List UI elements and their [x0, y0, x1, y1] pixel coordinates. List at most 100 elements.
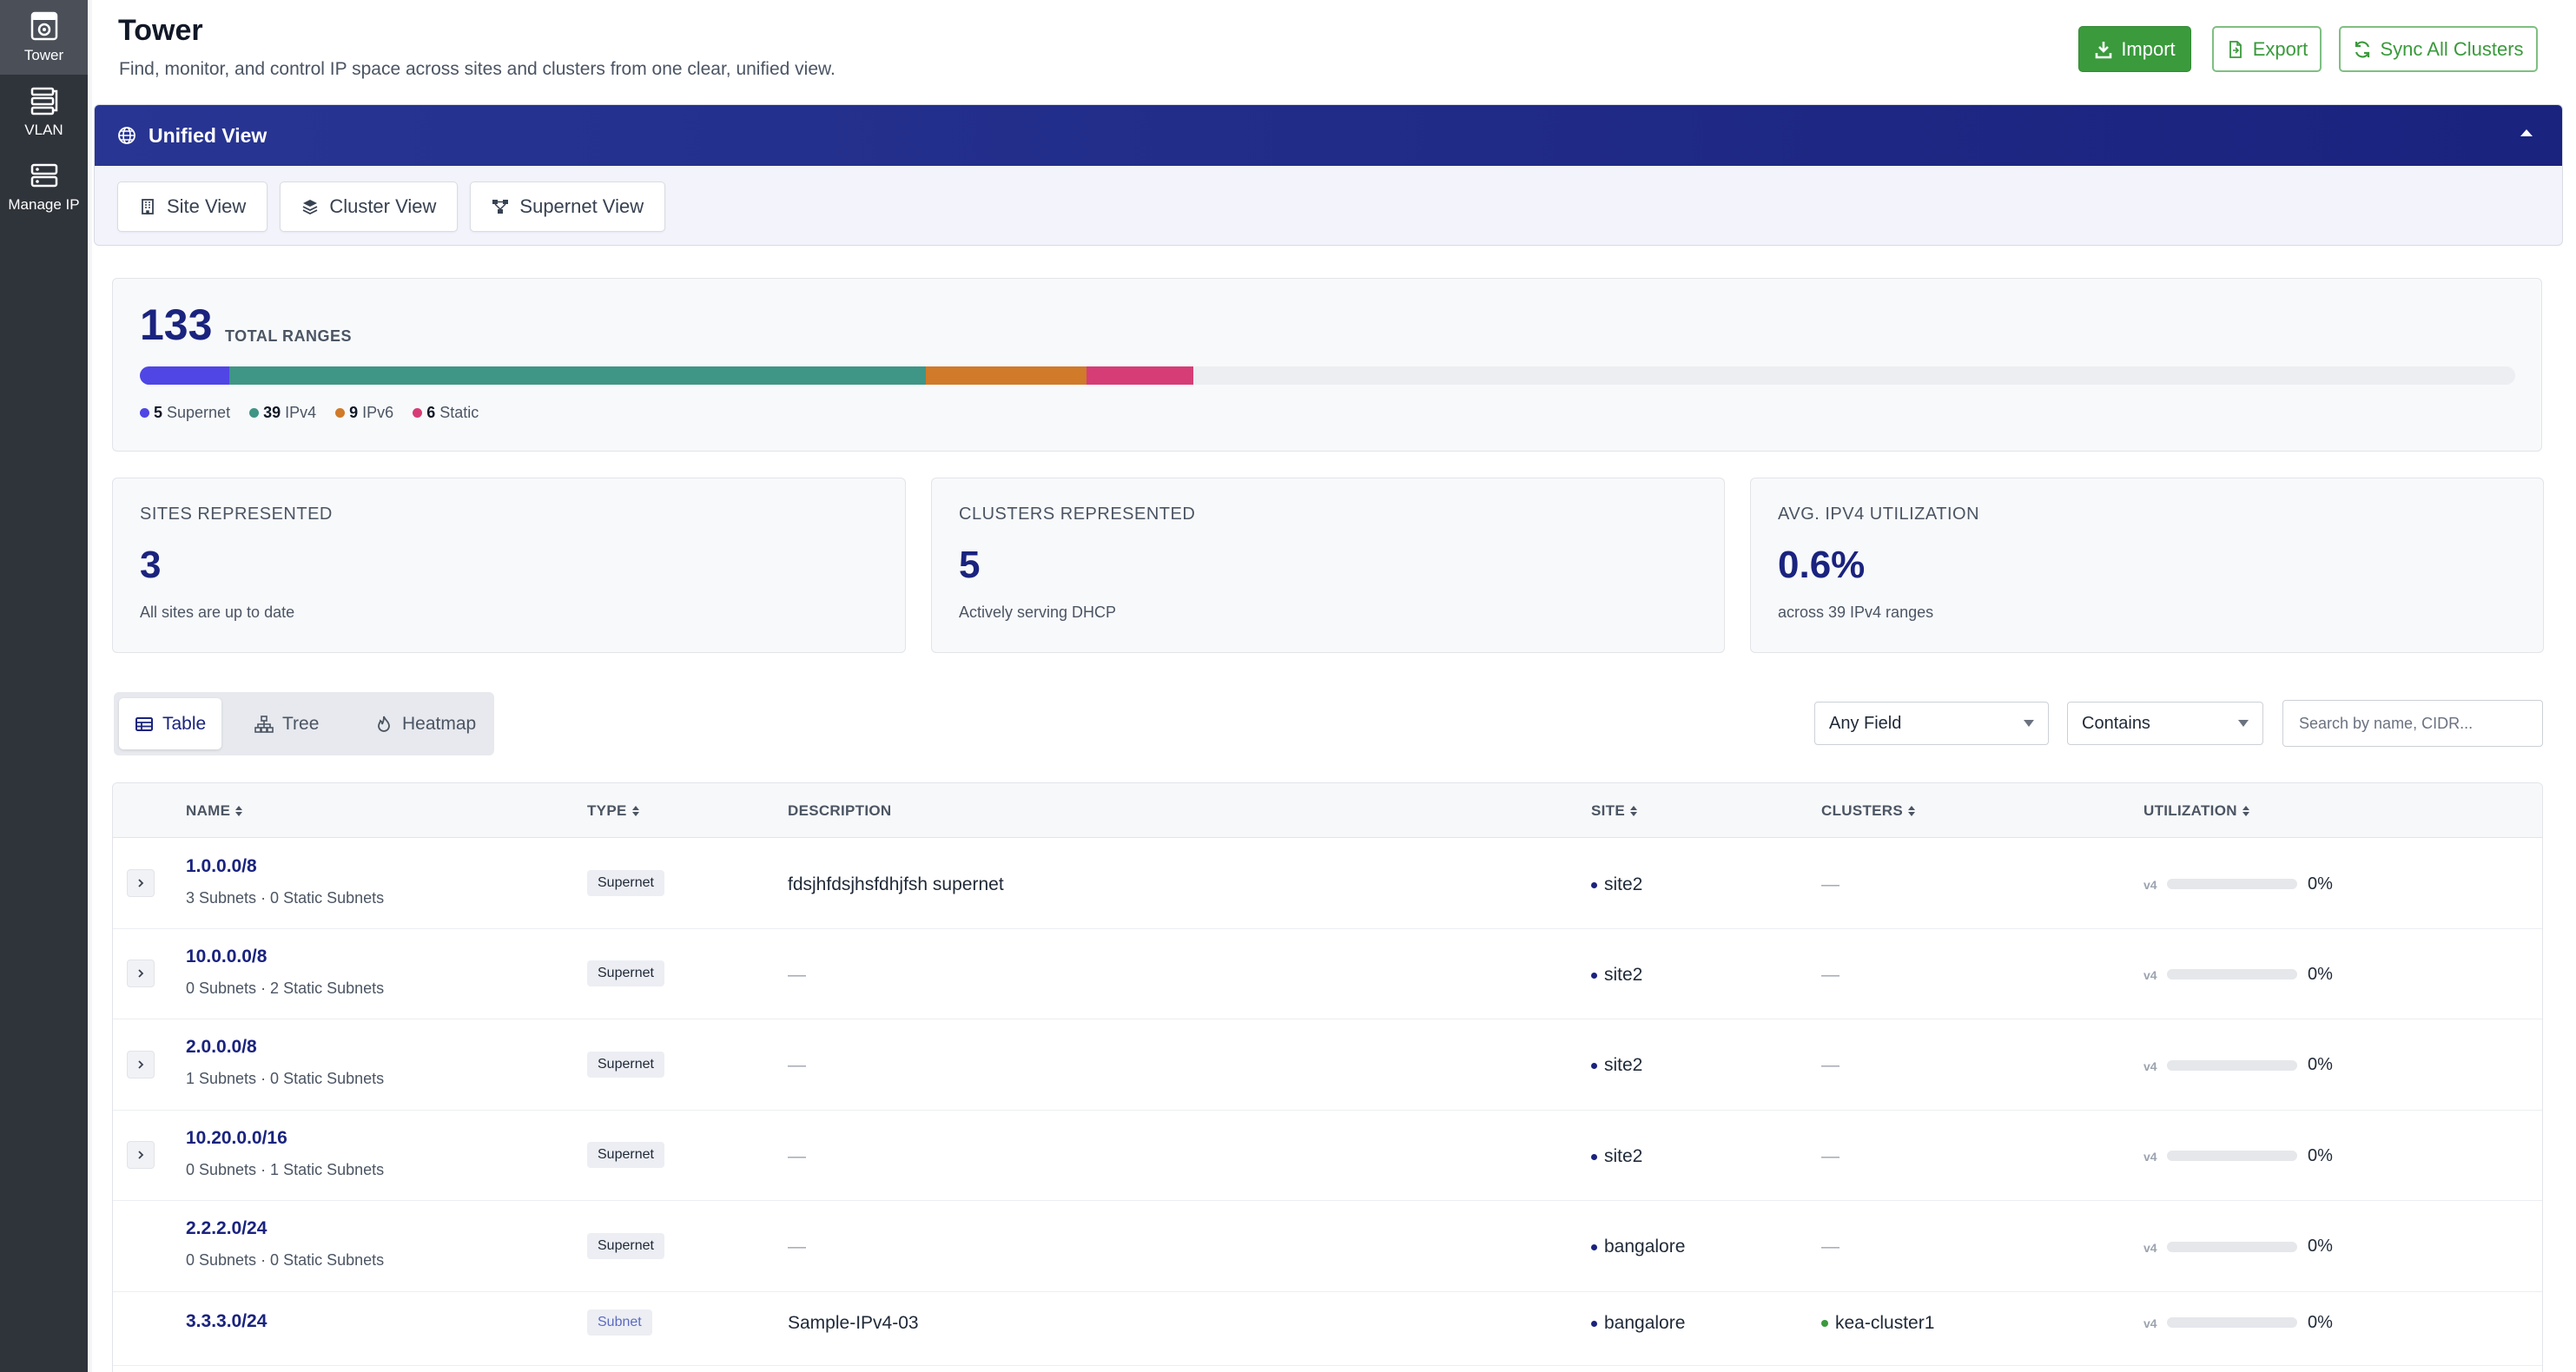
operator-select[interactable]: Contains — [2067, 702, 2263, 745]
expand-button[interactable] — [127, 1141, 155, 1169]
tab-site-view[interactable]: Site View — [117, 181, 268, 232]
range-description: Sample-IPv4-03 — [788, 1313, 919, 1333]
table-row[interactable]: 10.0.0.0/8 0 Subnets · 2 Static Subnets … — [113, 929, 2542, 1019]
sync-all-clusters-button[interactable]: Sync All Clusters — [2339, 26, 2538, 72]
range-description: — — [788, 1146, 806, 1166]
import-label: Import — [2121, 37, 2176, 60]
header-clusters[interactable]: CLUSTERS — [1821, 802, 1916, 820]
mode-label: Tree — [282, 713, 320, 734]
utilization-percent: 0% — [2308, 1146, 2333, 1165]
site-cell: site2 — [1591, 965, 1642, 986]
clusters-cell: kea-cluster1 — [1821, 1313, 1934, 1334]
unified-view-title: Unified View — [149, 123, 268, 147]
refresh-icon — [2355, 41, 2370, 57]
range-name-link[interactable]: 2.0.0.0/8 — [186, 1037, 257, 1057]
expand-button[interactable] — [127, 1051, 155, 1078]
sort-icon — [631, 806, 639, 816]
table-row[interactable]: 2.0.0.0/8 1 Subnets · 0 Static Subnets S… — [113, 1019, 2542, 1111]
mode-label: Heatmap — [402, 713, 477, 734]
sort-icon — [1630, 806, 1637, 816]
clusters-cell: — — [1821, 965, 1840, 985]
range-name-link[interactable]: 1.0.0.0/8 — [186, 856, 257, 876]
sidebar-item-manage-ip[interactable]: Manage IP — [0, 149, 88, 224]
bar-segment-ipv4 — [228, 366, 926, 385]
utilization-percent: 0% — [2308, 965, 2333, 984]
sync-label: Sync All Clusters — [2380, 37, 2524, 60]
site-dot — [1591, 1320, 1597, 1327]
utilization-bar — [2167, 1151, 2297, 1161]
stat-subtext: All sites are up to date — [140, 604, 295, 621]
expand-button[interactable] — [127, 960, 155, 987]
site-cell: site2 — [1591, 1055, 1642, 1076]
sort-icon — [235, 806, 243, 816]
stat-value: 0.6% — [1778, 544, 1866, 586]
clusters-represented-card: CLUSTERS REPRESENTED 5 Actively serving … — [931, 478, 1725, 653]
range-meta: 0 Subnets · 2 Static Subnets — [186, 980, 385, 997]
field-select[interactable]: Any Field — [1814, 702, 2049, 745]
ranges-table: NAME TYPE DESCRIPTION SITE CLUSTERS UTIL… — [112, 782, 2543, 1372]
globe-icon — [118, 127, 135, 144]
range-meta: 1 Subnets · 0 Static Subnets — [186, 1070, 385, 1087]
sidebar-item-tower[interactable]: Tower — [0, 0, 88, 75]
view-mode-switcher: Table Tree Heatmap — [114, 692, 494, 755]
sidebar-item-label: Tower — [23, 47, 64, 63]
range-name-link[interactable]: 10.20.0.0/16 — [186, 1128, 287, 1148]
utilization-bar — [2167, 1242, 2297, 1252]
mode-heatmap[interactable]: Heatmap — [359, 698, 492, 749]
header-description: DESCRIPTION — [788, 802, 892, 819]
chevron-right-icon — [138, 969, 144, 978]
clusters-cell: — — [1821, 1146, 1840, 1166]
site-dot — [1591, 1243, 1597, 1250]
collapse-icon[interactable] — [2520, 129, 2533, 136]
total-ranges-value: 133 — [140, 300, 213, 349]
view-tabs: Site View Cluster View Supernet View — [117, 181, 666, 232]
range-description: fdsjhfdsjhsfdhjfsh supernet — [788, 874, 1004, 894]
legend-item-ipv4: 39 IPv4 — [249, 404, 316, 422]
header-name[interactable]: NAME — [186, 802, 243, 820]
range-meta: 0 Subnets · 1 Static Subnets — [186, 1161, 385, 1178]
search-input[interactable] — [2282, 700, 2543, 747]
mode-table[interactable]: Table — [119, 698, 222, 749]
site-dot — [1591, 972, 1597, 979]
type-badge: Supernet — [587, 1233, 664, 1259]
tab-supernet-view[interactable]: Supernet View — [470, 181, 666, 232]
stat-subtext: Actively serving DHCP — [959, 604, 1117, 621]
legend-item-static: 6 Static — [413, 404, 479, 422]
stat-label: SITES REPRESENTED — [140, 505, 333, 524]
table-row[interactable]: 3.3.3.0/24 Subnet Sample-IPv4-03 bangalo… — [113, 1292, 2542, 1366]
chevron-down-icon — [2238, 720, 2249, 727]
table-row[interactable]: 2.2.2.0/24 0 Subnets · 0 Static Subnets … — [113, 1201, 2542, 1292]
ip-version-label: v4 — [2143, 1150, 2157, 1164]
header-site[interactable]: SITE — [1591, 802, 1637, 820]
header-utilization[interactable]: UTILIZATION — [2143, 802, 2249, 820]
sidebar-item-vlan[interactable]: VLAN — [0, 75, 88, 149]
expand-button[interactable] — [127, 869, 155, 897]
export-button[interactable]: Export — [2212, 26, 2322, 72]
table-row[interactable]: 10.20.0.0/16 0 Subnets · 1 Static Subnet… — [113, 1111, 2542, 1201]
sort-icon — [2242, 806, 2249, 816]
utilization-bar — [2167, 1060, 2297, 1071]
import-button[interactable]: Import — [2078, 26, 2191, 72]
export-label: Export — [2252, 37, 2308, 60]
table-row[interactable]: 1.0.0.0/8 3 Subnets · 0 Static Subnets S… — [113, 838, 2542, 929]
legend-item-supernet: 5 Supernet — [140, 404, 230, 422]
avg-ipv4-utilization-card: AVG. IPV4 UTILIZATION 0.6% across 39 IPv… — [1750, 478, 2544, 653]
legend-item-ipv6: 9 IPv6 — [335, 404, 393, 422]
sidebar-item-label: VLAN — [24, 122, 63, 138]
header-type[interactable]: TYPE — [587, 802, 639, 820]
tab-cluster-view[interactable]: Cluster View — [280, 181, 459, 232]
file-export-icon — [2229, 40, 2242, 58]
utilization-bar — [2167, 969, 2297, 980]
chevron-right-icon — [138, 1060, 144, 1069]
table-header: NAME TYPE DESCRIPTION SITE CLUSTERS UTIL… — [113, 783, 2542, 838]
site-dot — [1591, 1062, 1597, 1069]
mode-tree[interactable]: Tree — [239, 698, 334, 749]
bar-segment-static — [1086, 366, 1194, 385]
layers-icon — [302, 200, 318, 215]
range-name-link[interactable]: 10.0.0.0/8 — [186, 947, 268, 966]
range-name-link[interactable]: 3.3.3.0/24 — [186, 1311, 268, 1331]
unified-view-header[interactable]: Unified View — [95, 105, 2562, 166]
stat-label: CLUSTERS REPRESENTED — [959, 505, 1196, 524]
range-name-link[interactable]: 2.2.2.0/24 — [186, 1218, 268, 1238]
site-cell: bangalore — [1591, 1313, 1685, 1334]
